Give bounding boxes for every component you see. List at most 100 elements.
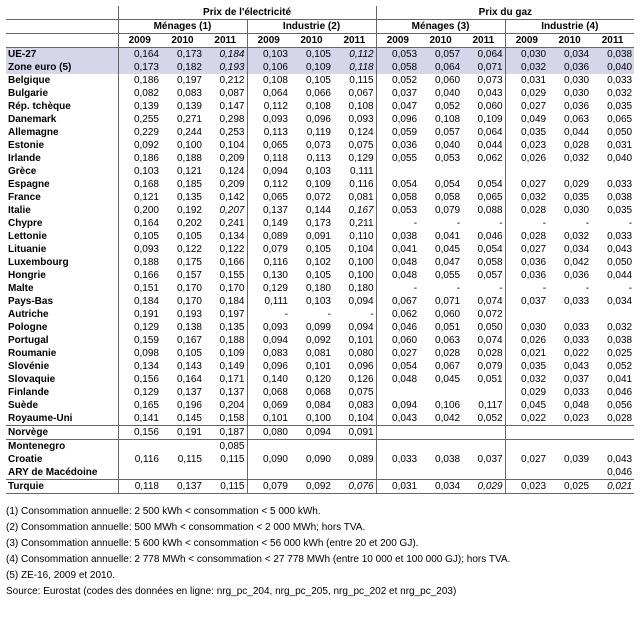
value-cell: 0,094 bbox=[290, 426, 333, 440]
value-cell bbox=[548, 466, 591, 480]
value-cell: 0,158 bbox=[204, 412, 247, 426]
col-year: 2009 bbox=[376, 34, 419, 48]
value-cell bbox=[462, 440, 505, 454]
value-cell: 0,151 bbox=[118, 282, 161, 295]
value-cell bbox=[118, 466, 161, 480]
value-cell: 0,048 bbox=[548, 399, 591, 412]
value-cell: 0,040 bbox=[419, 139, 462, 152]
row-label: Norvège bbox=[6, 426, 118, 440]
value-cell: 0,112 bbox=[247, 178, 290, 191]
value-cell: 0,053 bbox=[419, 152, 462, 165]
row-label: Danemark bbox=[6, 113, 118, 126]
value-cell: 0,129 bbox=[118, 386, 161, 399]
value-cell: - bbox=[290, 308, 333, 321]
value-cell: 0,192 bbox=[161, 204, 204, 217]
value-cell: 0,126 bbox=[333, 373, 376, 386]
value-cell: 0,033 bbox=[591, 178, 634, 191]
row-label: Italie bbox=[6, 204, 118, 217]
value-cell: 0,170 bbox=[161, 295, 204, 308]
value-cell: 0,036 bbox=[505, 256, 548, 269]
value-cell bbox=[247, 440, 290, 454]
row-label: Allemagne bbox=[6, 126, 118, 139]
value-cell bbox=[548, 440, 591, 454]
value-cell: 0,137 bbox=[161, 480, 204, 494]
value-cell: 0,053 bbox=[376, 48, 419, 62]
footnote: (4) Consommation annuelle: 2 778 MWh < c… bbox=[6, 552, 638, 567]
table-row: ARY de Macédoine0,046 bbox=[6, 466, 634, 480]
value-cell: 0,185 bbox=[161, 178, 204, 191]
value-cell: - bbox=[419, 282, 462, 295]
value-cell bbox=[462, 466, 505, 480]
value-cell: 0,033 bbox=[591, 74, 634, 87]
value-cell: 0,075 bbox=[333, 386, 376, 399]
row-label: France bbox=[6, 191, 118, 204]
value-cell: 0,093 bbox=[118, 243, 161, 256]
value-cell: - bbox=[505, 217, 548, 230]
value-cell: 0,103 bbox=[290, 295, 333, 308]
value-cell: 0,064 bbox=[462, 48, 505, 62]
value-cell: 0,023 bbox=[548, 412, 591, 426]
value-cell: 0,033 bbox=[548, 295, 591, 308]
value-cell: 0,102 bbox=[290, 256, 333, 269]
value-cell: 0,096 bbox=[376, 113, 419, 126]
value-cell: 0,055 bbox=[419, 269, 462, 282]
value-cell: 0,042 bbox=[548, 256, 591, 269]
value-cell: 0,027 bbox=[505, 178, 548, 191]
value-cell: 0,060 bbox=[462, 100, 505, 113]
value-cell: 0,173 bbox=[290, 217, 333, 230]
value-cell: 0,033 bbox=[548, 386, 591, 399]
value-cell: 0,167 bbox=[333, 204, 376, 217]
value-cell: 0,175 bbox=[161, 256, 204, 269]
col-sub-gas-industry: Industrie (4) bbox=[505, 20, 634, 34]
value-cell: 0,115 bbox=[161, 453, 204, 466]
value-cell: 0,092 bbox=[290, 480, 333, 494]
value-cell: 0,164 bbox=[118, 217, 161, 230]
value-cell: 0,036 bbox=[505, 269, 548, 282]
table-row: Belgique0,1860,1970,2120,1080,1050,1150,… bbox=[6, 74, 634, 87]
value-cell: 0,085 bbox=[204, 440, 247, 454]
value-cell bbox=[290, 440, 333, 454]
value-cell bbox=[419, 386, 462, 399]
value-cell: 0,044 bbox=[548, 126, 591, 139]
value-cell: 0,093 bbox=[247, 113, 290, 126]
value-cell: 0,193 bbox=[161, 308, 204, 321]
value-cell bbox=[290, 466, 333, 480]
value-cell: 0,047 bbox=[376, 100, 419, 113]
value-cell: 0,129 bbox=[118, 321, 161, 334]
value-cell: 0,111 bbox=[247, 295, 290, 308]
value-cell bbox=[548, 426, 591, 440]
value-cell: 0,094 bbox=[247, 334, 290, 347]
value-cell: 0,046 bbox=[591, 466, 634, 480]
value-cell: 0,083 bbox=[247, 347, 290, 360]
value-cell: 0,040 bbox=[591, 61, 634, 74]
value-cell: 0,075 bbox=[333, 139, 376, 152]
value-cell: 0,043 bbox=[462, 87, 505, 100]
value-cell: 0,058 bbox=[376, 61, 419, 74]
col-group-electricity: Prix de l'électricité bbox=[118, 6, 376, 20]
value-cell: 0,137 bbox=[161, 386, 204, 399]
value-cell: 0,043 bbox=[591, 453, 634, 466]
value-cell: 0,135 bbox=[161, 191, 204, 204]
value-cell: 0,050 bbox=[462, 321, 505, 334]
value-cell: 0,032 bbox=[505, 191, 548, 204]
value-cell: 0,184 bbox=[204, 48, 247, 62]
value-cell: 0,033 bbox=[548, 321, 591, 334]
value-cell: - bbox=[591, 217, 634, 230]
value-cell: 0,101 bbox=[333, 334, 376, 347]
col-year: 2009 bbox=[247, 34, 290, 48]
table-row: Montenegro0,085 bbox=[6, 440, 634, 454]
value-cell bbox=[376, 426, 419, 440]
value-cell: 0,157 bbox=[161, 269, 204, 282]
value-cell: 0,030 bbox=[548, 74, 591, 87]
value-cell: 0,043 bbox=[376, 412, 419, 426]
value-cell: - bbox=[333, 308, 376, 321]
value-cell: 0,031 bbox=[505, 74, 548, 87]
row-label: Lituanie bbox=[6, 243, 118, 256]
value-cell: 0,168 bbox=[118, 178, 161, 191]
table-row: Estonie0,0920,1000,1040,0650,0730,0750,0… bbox=[6, 139, 634, 152]
value-cell: 0,164 bbox=[161, 373, 204, 386]
value-cell bbox=[376, 386, 419, 399]
value-cell: 0,197 bbox=[204, 308, 247, 321]
value-cell: 0,071 bbox=[419, 295, 462, 308]
value-cell: 0,298 bbox=[204, 113, 247, 126]
